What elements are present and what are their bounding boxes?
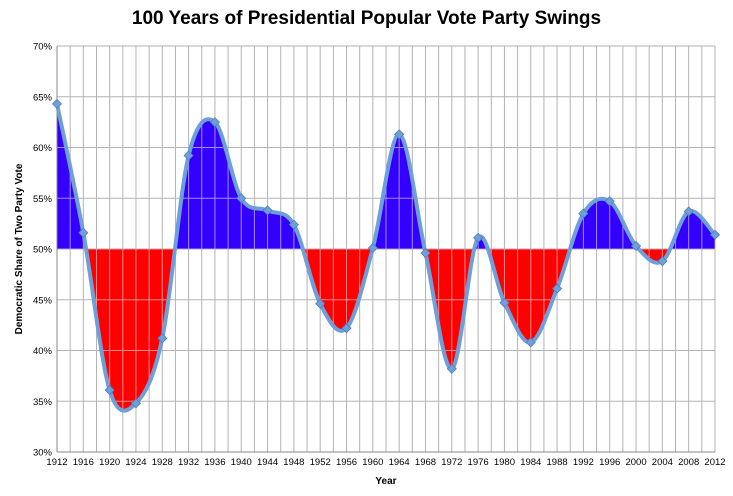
data-point-marker [157,333,168,344]
x-tick-label: 1976 [468,457,489,468]
data-point-marker [525,337,536,348]
data-point-marker [51,98,63,109]
data-point-marker [209,117,220,128]
data-point-marker [420,247,431,259]
x-tick-label: 1984 [520,457,541,468]
data-point-marker [499,297,510,308]
data-point-marker [341,323,352,334]
data-point-marker [630,240,642,252]
x-tick-label: 2000 [625,457,646,468]
x-tick-label: 1920 [99,457,120,468]
x-tick-label: 1964 [389,457,410,468]
x-tick-label: 1968 [415,457,436,468]
data-point-marker [262,205,273,216]
republican-area [57,249,715,411]
data-point-marker [78,227,89,238]
x-tick-label: 1960 [362,457,383,468]
x-tick-label: 1972 [441,457,462,468]
y-tick-label: 40% [33,346,53,357]
x-tick-label: 1936 [204,457,225,468]
data-point-marker [552,283,563,294]
x-tick-label: 1928 [152,457,173,468]
y-tick-label: 65% [33,92,53,103]
data-point-marker [709,229,721,240]
y-axis-title: Democratic Share of Two Party Vote [14,163,25,334]
label-layer: 30% 35% 40% 45% 50% 55% 60% 65% 70% 1912 1916 1920 1… [33,42,726,469]
chart-title: 100 Years of Presidential Popular Vote P… [131,8,602,29]
x-tick-label: 1940 [231,457,252,468]
data-point-marker [315,298,326,309]
y-tick-label: 50% [33,245,53,256]
data-point-marker [578,208,589,219]
data-point-marker [473,232,484,243]
data-point-marker [183,150,194,161]
data-point-marker [288,219,299,230]
x-tick-label: 1948 [283,457,304,468]
x-tick-label: 1932 [178,457,199,468]
y-tick-label: 55% [33,194,53,205]
x-tick-label: 2004 [652,457,673,468]
y-tick-label: 60% [33,143,53,154]
y-tick-label: 35% [33,397,53,408]
x-tick-label: 1956 [336,457,357,468]
x-tick-label: 1924 [125,457,146,468]
x-tick-label: 1912 [46,457,67,468]
data-point-marker [683,206,694,217]
marker-layer [51,98,721,409]
x-tick-label: 1992 [573,457,594,468]
data-point-marker [446,363,457,374]
x-tick-label: 2008 [678,457,699,468]
x-tick-label: 1944 [257,457,278,468]
x-tick-label: 1952 [310,457,331,468]
x-tick-label: 2012 [704,457,725,468]
data-point-marker [604,196,615,207]
data-point-marker [367,242,378,254]
data-point-marker [104,385,115,396]
x-tick-label: 1916 [73,457,94,468]
y-tick-label: 70% [33,42,53,53]
data-point-marker [394,129,405,140]
axis-layer [56,46,715,453]
x-tick-label: 1996 [599,457,620,468]
x-tick-label: 1980 [494,457,515,468]
x-tick-label: 1988 [547,457,568,468]
data-point-marker [130,398,142,409]
y-tick-label: 30% [33,448,53,459]
data-point-marker [657,256,668,267]
y-tick-label: 45% [33,295,53,306]
data-point-marker [236,193,247,204]
x-axis-title: Year [375,476,396,487]
